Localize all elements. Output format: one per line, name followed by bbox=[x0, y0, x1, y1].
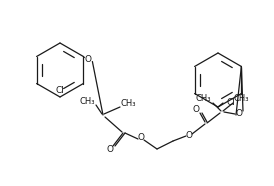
Text: O: O bbox=[107, 145, 113, 153]
Text: Cl: Cl bbox=[226, 97, 235, 107]
Text: CH₃: CH₃ bbox=[195, 94, 211, 102]
Text: O: O bbox=[185, 131, 193, 140]
Text: O: O bbox=[235, 108, 242, 118]
Text: CH₃: CH₃ bbox=[79, 97, 95, 105]
Text: O: O bbox=[138, 134, 144, 142]
Text: Cl: Cl bbox=[56, 86, 64, 94]
Text: O: O bbox=[193, 105, 199, 113]
Text: CH₃: CH₃ bbox=[120, 99, 136, 108]
Text: CH₃: CH₃ bbox=[233, 94, 249, 102]
Text: O: O bbox=[85, 55, 92, 64]
